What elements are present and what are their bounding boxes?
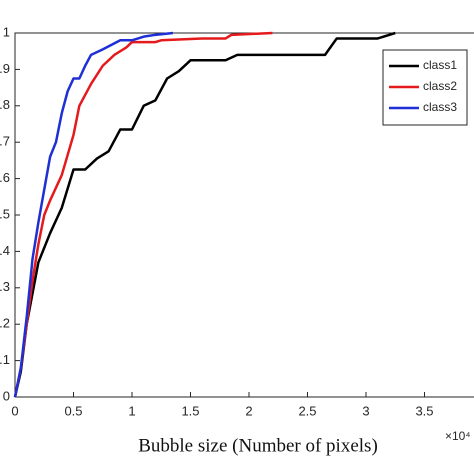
y-tick-label: 1 [3,24,10,39]
y-tick-label: 0.3 [0,279,10,294]
y-tick-label: 0.2 [0,316,10,331]
series-line [13,31,273,398]
legend: class1 class2 class3 [382,49,468,126]
legend-label: class2 [423,79,457,93]
y-tick-label: 0.5 [0,206,10,221]
x-tick-label: 0 [11,403,18,418]
y-tick-label: 0.4 [0,243,10,258]
x-tick-label: 2 [245,403,252,418]
x-tick-label: 1 [128,403,135,418]
x-tick-label: 1.5 [181,403,199,418]
y-tick-label: 0.1 [0,352,10,367]
x-tick-label: 3.5 [415,403,433,418]
y-tick-label: 0 [3,388,10,403]
x-exponent: ×10⁴ [445,429,471,443]
x-tick-label: 2.5 [298,403,316,418]
y-tick-label: 0.6 [0,170,10,185]
x-tick-label: 0.5 [64,403,82,418]
series-line [13,31,396,398]
legend-label: class1 [423,58,457,72]
legend-label: class3 [423,100,457,114]
series-line [13,31,174,398]
x-axis-label: Bubble size (Number of pixels) [138,435,378,456]
y-tick-label: 0.7 [0,134,10,149]
y-tick-label: 0.9 [0,61,10,76]
x-tick-label: 3 [362,403,369,418]
y-tick-label: 0.8 [0,97,10,112]
